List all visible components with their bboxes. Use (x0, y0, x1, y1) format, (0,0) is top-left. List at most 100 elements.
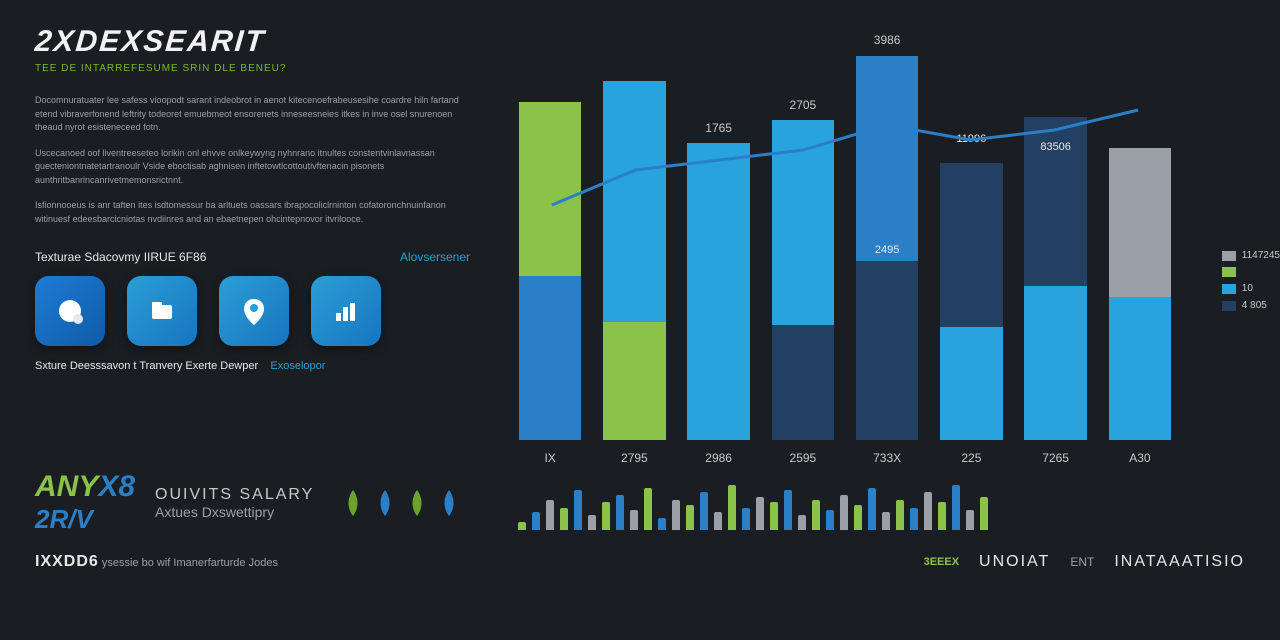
spark-bar (826, 510, 834, 530)
paragraph: Uscecanoed oof liventreeseteo lorikin on… (35, 147, 470, 188)
leaf-icon (376, 488, 394, 518)
logo-part: X8 (98, 470, 135, 503)
brand-small: IXXDD6 (35, 553, 99, 570)
x-tick: IX (510, 451, 590, 465)
spark-bar (658, 518, 666, 530)
bar-group: 2705 (763, 30, 843, 440)
caption-highlight: Exoselopor (270, 360, 325, 372)
spark-bar (644, 488, 652, 530)
section-label-right: Alovsersener (400, 250, 470, 264)
legend-item: 10 (1222, 283, 1280, 294)
bar-segment (940, 163, 1003, 327)
bar-segment (603, 322, 666, 440)
spark-bar (700, 492, 708, 530)
caption-text: Sxture Deesssavon t Tranvery Exerte Dewp… (35, 360, 258, 372)
spark-bar (924, 492, 932, 530)
bar-segment (687, 143, 750, 440)
spark-bar (588, 515, 596, 530)
leaf-icon (408, 488, 426, 518)
x-tick: 225 (931, 451, 1011, 465)
legend-item (1222, 267, 1280, 277)
spark-bar (602, 502, 610, 530)
footer: ANYX8 2R/V OUIVITS SALARY Axtues Dxswett… (0, 470, 1280, 640)
body-text: Docomnuratuater lee safess vioopodt sara… (35, 94, 470, 226)
bar-segment (519, 102, 582, 276)
spark-bar (532, 512, 540, 530)
spark-bar (756, 497, 764, 530)
bar-segment (1109, 148, 1172, 297)
chart-icon[interactable] (311, 276, 381, 346)
logo-part: 2R/V (35, 504, 135, 535)
bar-group (594, 30, 674, 440)
x-tick: 2795 (594, 451, 674, 465)
logo-part: ANY (35, 470, 98, 503)
leaf-icons (344, 488, 458, 518)
spark-bar (672, 500, 680, 530)
footer-title: OUIVITS SALARY Axtues Dxswettipry (155, 486, 314, 520)
bar-group: 3986 2495 (847, 30, 927, 440)
left-panel: 2XDEXSEARIT TEE DE INTARREFESUME SRIN DL… (0, 0, 500, 470)
sparkline-row (518, 475, 988, 530)
spark-bar (630, 510, 638, 530)
bar-top-label: 1765 (679, 121, 759, 135)
leaf-icon (344, 488, 362, 518)
x-tick: A30 (1100, 451, 1180, 465)
bar-top-label: 2705 (763, 98, 843, 112)
bar-segment (772, 325, 835, 440)
x-tick: 2595 (763, 451, 843, 465)
spark-bar (798, 515, 806, 530)
spark-bar (840, 495, 848, 530)
icon-row (35, 276, 470, 346)
bar-group: 11996 (931, 30, 1011, 440)
leaf-icon (440, 488, 458, 518)
spark-bar (854, 505, 862, 530)
bar-inner-label: 83506 (1016, 141, 1096, 153)
spark-bar (770, 502, 778, 530)
bar-segment (856, 56, 919, 261)
spark-bar (686, 505, 694, 530)
spark-bar (882, 512, 890, 530)
paragraph: Isfionnooeus is anr taften ites isdtomes… (35, 199, 470, 226)
spark-bar (616, 495, 624, 530)
spark-bar (896, 500, 904, 530)
folder-icon[interactable] (127, 276, 197, 346)
spark-bar (938, 502, 946, 530)
bar-segment (603, 81, 666, 322)
spark-bar (546, 500, 554, 530)
spark-bar (560, 508, 568, 530)
tagline: ysessie bo wif Imanerfarturde Jodes (102, 557, 278, 569)
spark-bar (742, 508, 750, 530)
footer-logo: ANYX8 2R/V (35, 470, 135, 535)
bars-container: 1765 2705 3986 2495 11996 83506 (510, 30, 1180, 440)
footer-title-main: OUIVITS SALARY (155, 486, 314, 504)
spark-bar (910, 508, 918, 530)
x-tick: 733X (847, 451, 927, 465)
footer-brand: 3EEEX (924, 556, 959, 568)
bar-segment (1024, 286, 1087, 440)
bar-segment (519, 276, 582, 440)
section-label-left: Texturae Sdacovmy IIRUE 6F86 (35, 250, 206, 264)
legend: 1147245104 805 (1222, 250, 1280, 317)
footer-brand: UNOIAT (979, 553, 1050, 571)
bar-segment (772, 120, 835, 325)
x-tick: 7265 (1016, 451, 1096, 465)
spark-bar (980, 497, 988, 530)
bar-group: 83506 (1016, 30, 1096, 440)
spark-bar (952, 485, 960, 530)
chart-panel: 1765 2705 3986 2495 11996 83506 IX 2795 2986 259… (500, 0, 1280, 470)
x-tick: 2986 (679, 451, 759, 465)
footer-brand: INATAAATISIO (1114, 553, 1245, 571)
page-title: 2XDEXSEARIT (34, 25, 472, 59)
page-subtitle: TEE DE INTARREFESUME SRIN DLE BENEU? (35, 63, 470, 74)
x-axis: IX 2795 2986 2595 733X 225 7265 A30 (510, 451, 1180, 465)
bar-inner-label: 2495 (847, 244, 927, 256)
bubble-icon[interactable] (35, 276, 105, 346)
bar-group (510, 30, 590, 440)
bar-group (1100, 30, 1180, 440)
pin-icon[interactable] (219, 276, 289, 346)
bar-inner-label: 11996 (931, 133, 1011, 145)
bar-top-label: 3986 (847, 33, 927, 47)
spark-bar (728, 485, 736, 530)
icon-caption: Sxture Deesssavon t Tranvery Exerte Dewp… (35, 360, 470, 372)
spark-bar (966, 510, 974, 530)
